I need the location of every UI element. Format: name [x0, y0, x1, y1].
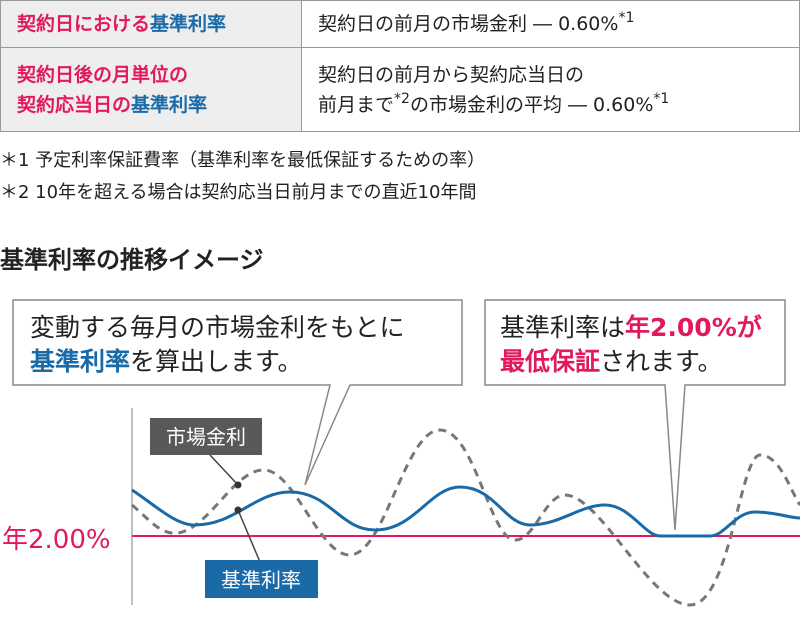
text-segment: *1 — [618, 10, 635, 26]
leader — [209, 454, 239, 486]
text-segment: 変動する毎月の市場金利をもとに — [30, 313, 405, 342]
callout-text: 変動する毎月の市場金利をもとに基準利率を算出します。 — [30, 313, 405, 376]
leader-dot — [234, 481, 242, 489]
leader-dot — [234, 506, 242, 514]
section-title: 基準利率の推移イメージ — [0, 246, 264, 274]
market-label: 市場金利 — [166, 425, 246, 449]
text-segment: 契約日の前月から契約応当日の — [318, 63, 585, 86]
label-box — [205, 560, 318, 598]
note: ＊2 10年を超える場合は契約応当日前月までの直近10年間 — [0, 182, 477, 203]
text-segment: を算出します。 — [130, 347, 303, 376]
note: ＊1 予定利率保証費率（基準利率を最低保証するための率） — [0, 150, 486, 171]
leader — [237, 509, 261, 563]
text-segment: 基準利率 — [30, 347, 130, 376]
text-segment: 契約応当日の — [17, 93, 132, 116]
text-segment: 契約日の前月の市場金利 ― 0.60% — [318, 13, 619, 35]
row-label: 契約日後の月単位の 契約応当日の基準利率 — [0, 47, 302, 132]
text-segment: 年2.00%が — [625, 313, 762, 342]
base-curve — [131, 485, 800, 538]
text-segment: されます。 — [600, 347, 723, 376]
row-label: 契約日における基準利率 — [0, 0, 302, 48]
callout-box — [12, 299, 463, 486]
text-segment: 前月まで — [318, 93, 395, 116]
text-segment: *1 — [653, 90, 670, 107]
text-segment: 契約日後の月単位の — [17, 63, 189, 86]
text-segment: 最低保証 — [500, 347, 600, 376]
text-segment: の市場金利の平均 ― 0.60% — [409, 93, 654, 116]
text-segment: *2 — [394, 90, 410, 107]
rate-table: 契約日における基準利率 契約日の前月の市場金利 ― 0.60%*1 契約日後の月単… — [0, 0, 800, 132]
base-label: 基準利率 — [221, 568, 301, 592]
text-segment: 基準利率 — [150, 13, 227, 35]
row-value: 契約日の前月の市場金利 ― 0.60%*1 — [301, 0, 800, 48]
label-box — [150, 418, 262, 455]
row-value: 契約日の前月から契約応当日の 前月まで*2の市場金利の平均 ― 0.60%*1 — [301, 47, 800, 132]
text-segment: 基準利率 — [131, 93, 208, 116]
callout-box — [484, 299, 786, 531]
text-segment: 基準利率は — [500, 313, 625, 342]
floor-label: 年2.00% — [2, 525, 111, 555]
callout-text: 基準利率は年2.00%が最低保証されます。 — [500, 313, 762, 376]
text-segment: 契約日における — [17, 13, 151, 35]
